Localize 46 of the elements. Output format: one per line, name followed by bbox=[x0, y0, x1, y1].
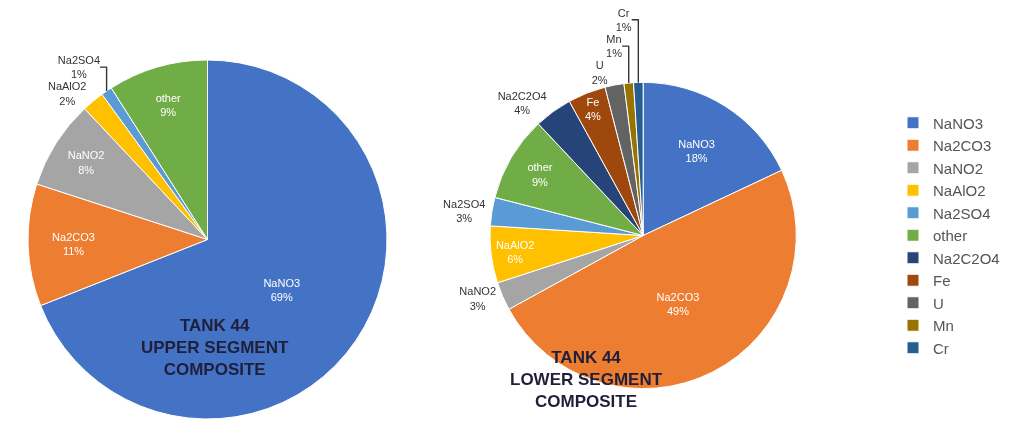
data-label: 1% bbox=[615, 20, 632, 33]
legend-label: U bbox=[933, 294, 944, 312]
data-label: 3% bbox=[456, 212, 473, 225]
data-label: 69% bbox=[270, 291, 293, 304]
legend-label: Cr bbox=[933, 339, 949, 357]
legend-label: NaNO3 bbox=[933, 114, 984, 132]
data-label: 4% bbox=[514, 104, 531, 117]
legend-label: Na2CO3 bbox=[933, 137, 992, 155]
data-label: 49% bbox=[666, 304, 690, 317]
legend-label: Na2C2O4 bbox=[933, 249, 1000, 267]
slice-label: Na2CO3 bbox=[52, 230, 95, 243]
slice-label: Cr bbox=[617, 6, 630, 19]
data-label: 1% bbox=[606, 47, 623, 60]
legend-label: Na2SO4 bbox=[933, 204, 991, 222]
data-label: 11% bbox=[62, 244, 85, 257]
slice-label: Na2C2O4 bbox=[497, 89, 547, 102]
legend-label: other bbox=[933, 227, 968, 245]
legend-label: Fe bbox=[933, 272, 951, 290]
slice-label: U bbox=[595, 59, 604, 72]
slice-label: Na2SO4 bbox=[443, 198, 486, 211]
slice-label: NaAlO2 bbox=[495, 238, 535, 251]
slice-label: NaNO3 bbox=[678, 138, 715, 151]
slice-label: other bbox=[155, 91, 182, 104]
slice-label: Mn bbox=[606, 32, 622, 45]
data-label: 4% bbox=[584, 110, 602, 123]
slice-label: NaNO2 bbox=[459, 285, 497, 298]
legend-label: NaAlO2 bbox=[933, 182, 986, 200]
slice-label: NaNO2 bbox=[67, 149, 105, 162]
legend-label: NaNO2 bbox=[933, 159, 984, 177]
slice-label: NaAlO2 bbox=[47, 80, 87, 93]
data-label: 6% bbox=[507, 252, 524, 265]
data-label: 9% bbox=[531, 175, 549, 188]
legend-label: Mn bbox=[933, 317, 954, 335]
slice-label: NaNO3 bbox=[263, 276, 301, 289]
slice-label: Na2SO4 bbox=[57, 53, 101, 66]
data-label: 1% bbox=[70, 68, 88, 81]
data-label: 8% bbox=[78, 163, 95, 176]
data-label: 3% bbox=[469, 299, 486, 312]
data-label: 9% bbox=[160, 105, 177, 118]
text: TANK 44 UPPER SEGMENT COMPOSITE bbox=[141, 316, 289, 380]
slice-label: Na2CO3 bbox=[656, 290, 700, 303]
data-label: 2% bbox=[59, 94, 76, 107]
slice-label: Fe bbox=[586, 95, 600, 108]
data-label: 18% bbox=[685, 152, 708, 165]
data-label: 2% bbox=[591, 73, 608, 86]
slice-label: other bbox=[527, 161, 553, 174]
